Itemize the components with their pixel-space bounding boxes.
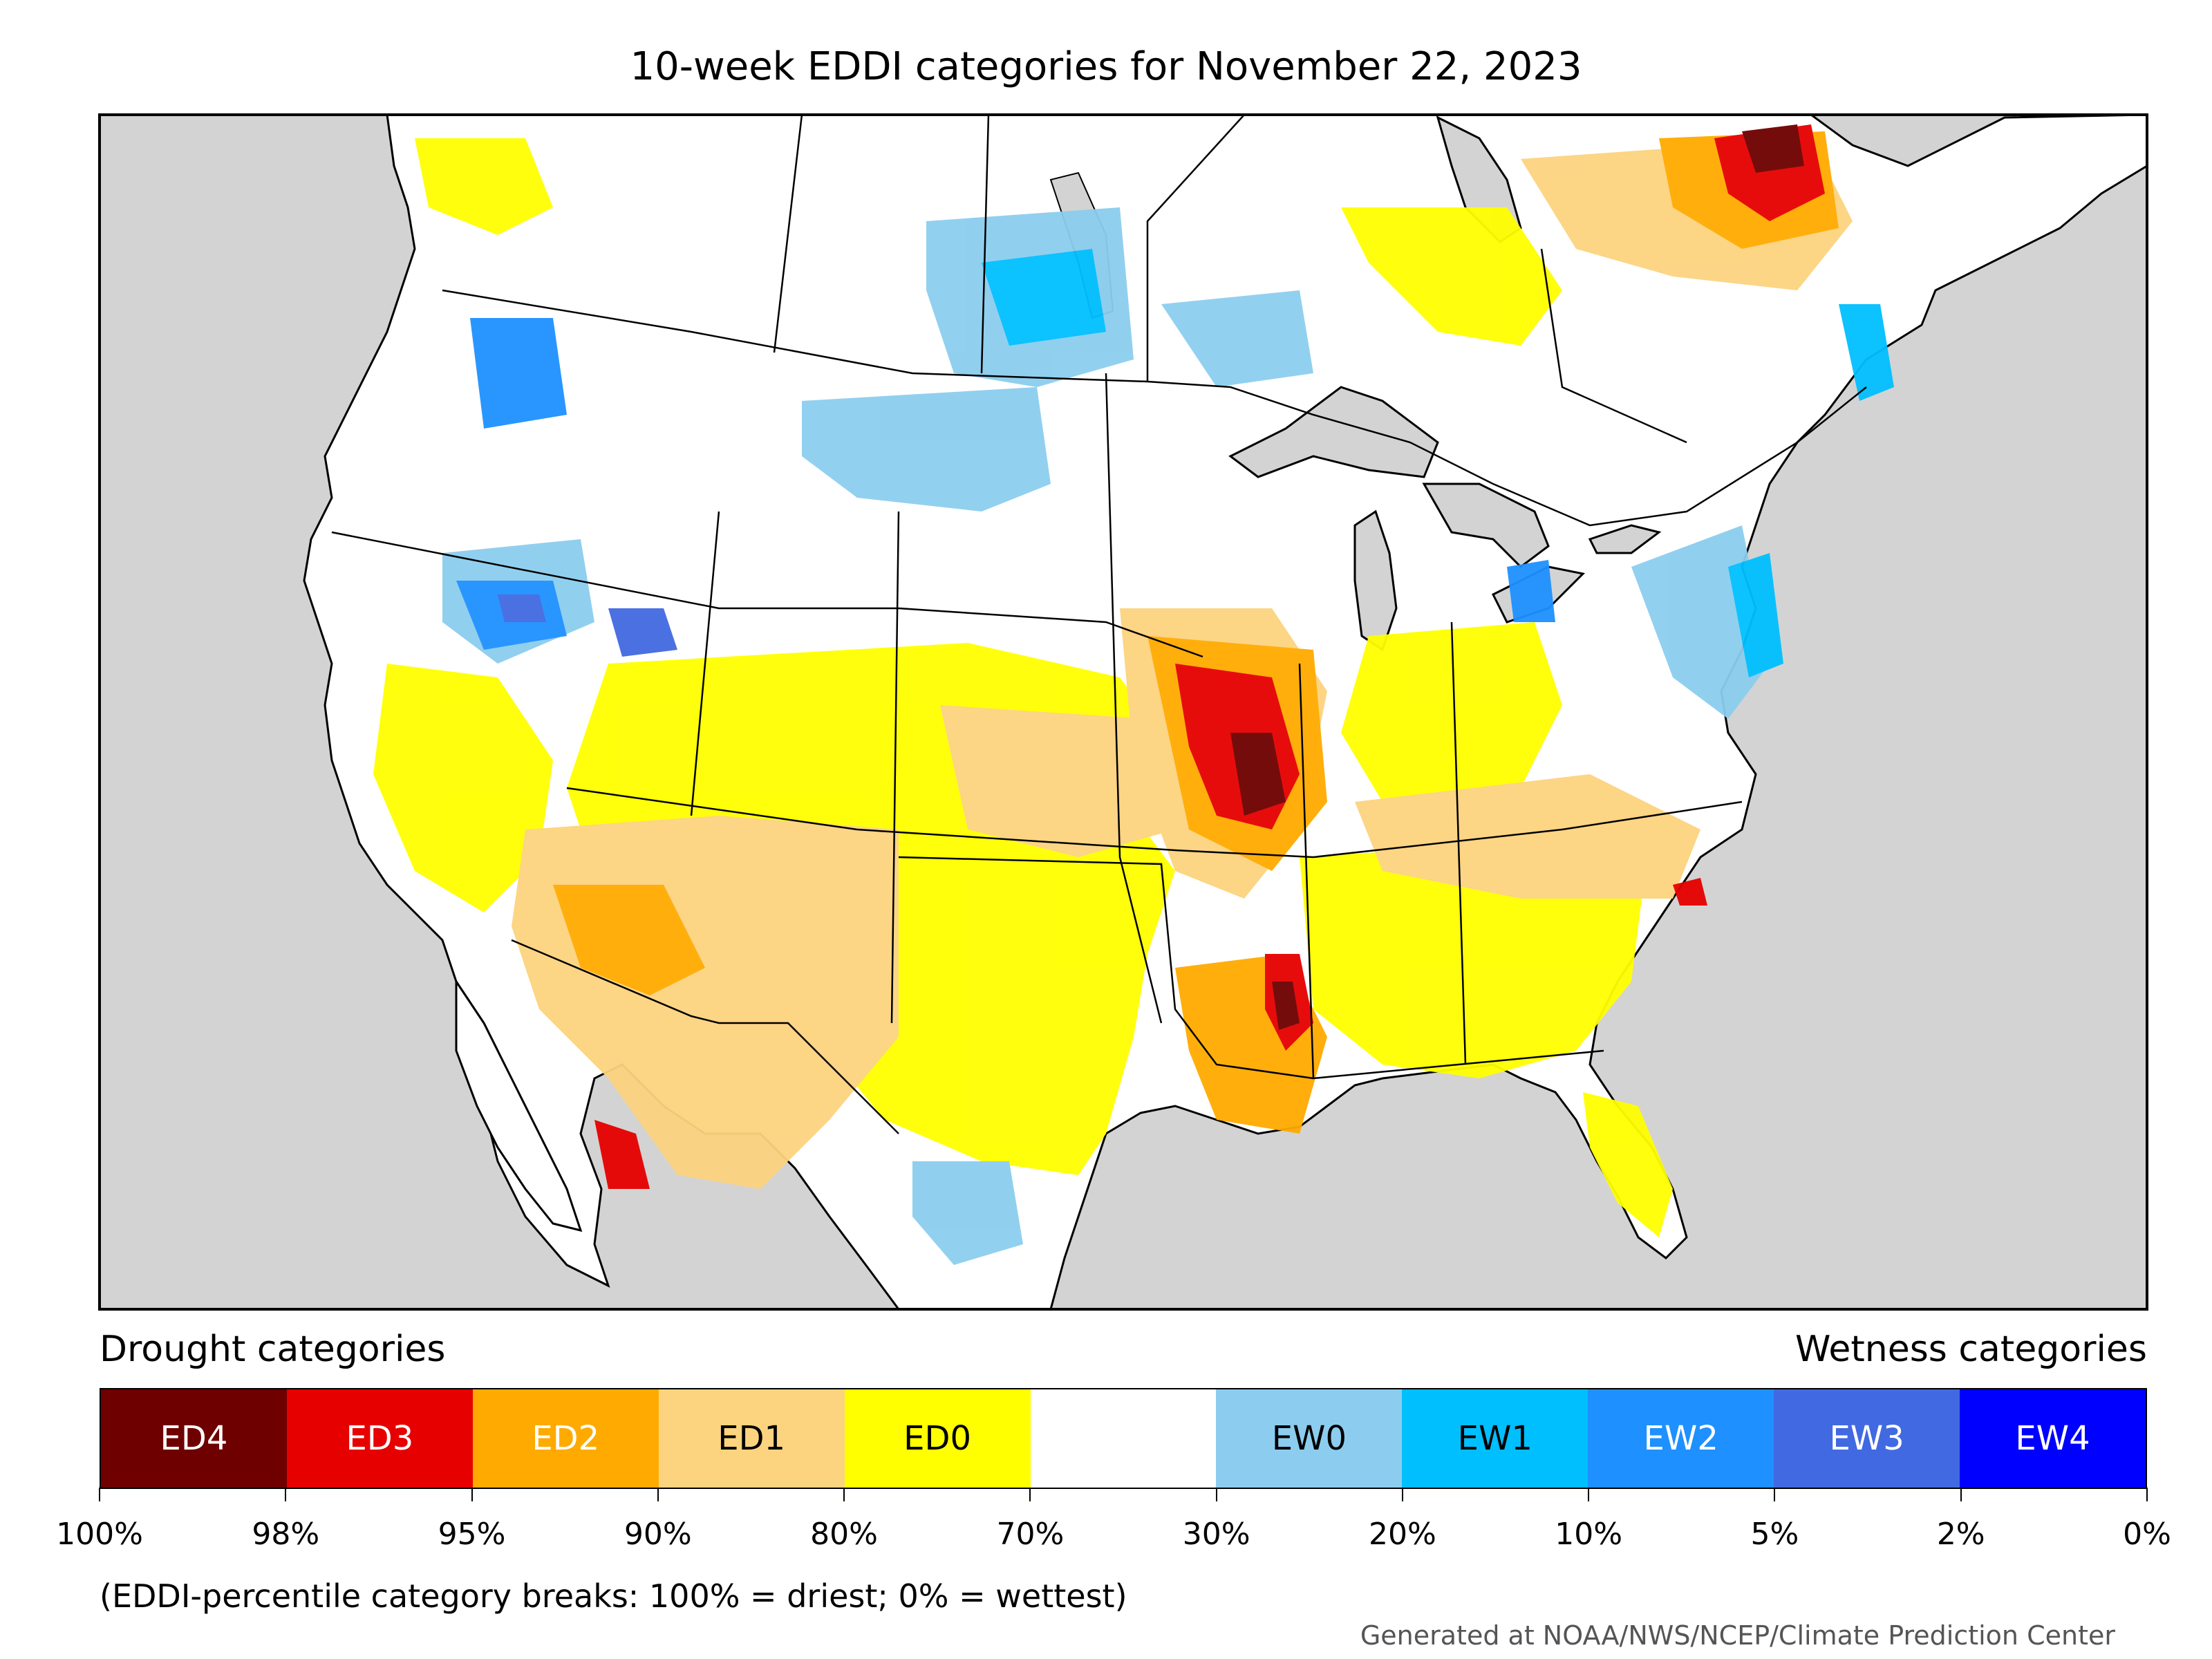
legend-swatch-ed0: ED0 [844,1389,1031,1488]
border-canada-provinces [773,114,1245,382]
wetness-categories-heading: Wetness categories [1795,1329,2147,1370]
border-meridian-4 [1298,663,1315,1079]
legend-swatch-ed2: ED2 [472,1389,659,1488]
us-canada-border [442,289,1867,527]
colorbar-tick-label: 80% [810,1517,878,1552]
legend-swatch-ew3: EW3 [1774,1389,1960,1488]
colorbar-tick-label: 100% [56,1517,143,1552]
colorbar-tick [843,1488,845,1501]
patch-ed4-quebec [1742,124,1804,173]
map-frame [98,113,2148,1311]
colorbar-tick [471,1488,473,1501]
border-meridian-2 [890,511,900,1024]
legend-swatch-neutral [1030,1389,1217,1488]
colorbar-tick [657,1488,659,1501]
border-meridian-5 [1450,621,1467,1065]
patch-ed0-florida [1583,1092,1673,1237]
colorbar-tick-label: 98% [252,1517,320,1552]
colorbar-tick-label: 20% [1369,1517,1436,1552]
anomaly-patches [373,124,1894,1265]
patch-ed1-tennessee [1355,774,1700,899]
patch-ed0-canada [1341,207,1562,346]
border-quebec-ontario [1540,248,1687,444]
eddi-map [98,113,2148,1311]
border-west-states [331,531,1203,658]
colorbar-tick [1215,1488,1217,1501]
patch-ew1-maine [1839,304,1894,401]
colorbar-tick [1960,1488,1962,1501]
patch-ed0-pnw [415,138,553,235]
patch-ed2-arizona [553,885,705,995]
patch-ew0-ontario [1161,290,1313,387]
legend-swatch-ew1: EW1 [1402,1389,1588,1488]
patch-ew1-northeast [1728,553,1783,677]
colorbar-tick-label: 10% [1555,1517,1623,1552]
category-colorbar: ED4 ED3 ED2 ED1 ED0 EW0 EW1 EW2 EW3 EW4 [100,1388,2147,1489]
patch-ed4-mississippi [1272,982,1300,1030]
lake-michigan [1353,509,1398,652]
colorbar-tick [1029,1488,1031,1501]
colorbar-tick-label: 90% [624,1517,692,1552]
lake-superior [1228,386,1439,478]
border-south-states [898,856,1604,1080]
patch-ed3-nc [1673,878,1707,906]
patch-ew0-montana [802,387,1051,512]
border-meridian-3 [1105,373,1163,1024]
colorbar-tick-label: 70% [996,1517,1065,1552]
colorbar-tick-label: 30% [1182,1517,1250,1552]
legend-swatch-ew4: EW4 [1960,1389,2146,1488]
legend-swatch-ew2: EW2 [1588,1389,1774,1488]
category-breaks-note: (EDDI-percentile category breaks: 100% =… [100,1577,1127,1615]
patch-ed3-baja [594,1120,650,1189]
patch-ew1-dakotas [982,249,1106,346]
patch-ed4-missouri [1230,733,1286,816]
patch-ew3-idaho [498,594,546,622]
patch-ew2-washington [470,318,567,429]
patch-ew2-michigan [1507,560,1555,622]
colorbar-tick [1588,1488,1590,1501]
patch-ew3-utah [608,608,677,657]
border-central-states [566,787,1743,859]
colorbar-tick [99,1488,100,1501]
border-mexico [511,939,899,1134]
lake-ontario [1588,524,1662,554]
political-borders [331,114,1867,1134]
credit-text: Generated at NOAA/NWS/NCEP/Climate Predi… [1360,1620,2115,1651]
baja-peninsula [455,978,583,1232]
legend-swatch-ed1: ED1 [658,1389,845,1488]
map-title: 10-week EDDI categories for November 22,… [630,44,1582,89]
colorbar-tick [2146,1488,2148,1501]
border-meridian-1 [690,511,720,816]
colorbar-tick [1401,1488,1403,1501]
patch-ed0-southeast [1300,843,1645,1078]
colorbar-tick [1774,1488,1776,1501]
lake-huron [1422,482,1550,568]
legend-swatch-ed3: ED3 [286,1389,473,1488]
patch-ed0-west [373,664,553,912]
patch-ew0-texas [912,1161,1023,1265]
colorbar-tick-label: 95% [438,1517,506,1552]
colorbar-tick [285,1488,287,1501]
colorbar-tick-label: 2% [1936,1517,1985,1552]
patch-ed0-ohio [1341,622,1562,802]
colorbar-tick-label: 5% [1750,1517,1799,1552]
drought-categories-heading: Drought categories [100,1329,446,1370]
legend-swatch-ed4: ED4 [101,1389,287,1488]
colorbar-tick-label: 0% [2123,1517,2171,1552]
legend-swatch-ew0: EW0 [1216,1389,1403,1488]
